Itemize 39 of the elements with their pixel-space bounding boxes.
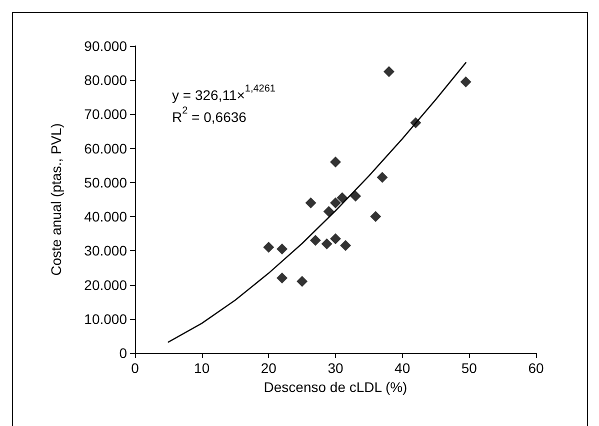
y-tick-label: 60.000 <box>84 140 128 156</box>
point <box>340 240 352 252</box>
y-tick-label: 80.000 <box>84 72 128 88</box>
x-tick-label: 20 <box>260 360 277 376</box>
point <box>310 234 321 246</box>
point <box>330 197 341 208</box>
point <box>410 117 422 128</box>
line-series <box>168 62 466 343</box>
point <box>323 206 334 217</box>
point <box>330 233 341 244</box>
x-tick-label: 0 <box>131 360 140 376</box>
y-tick-label: 90.000 <box>84 38 128 54</box>
point <box>376 172 388 183</box>
point <box>296 276 308 287</box>
x-tick-label: 30 <box>328 360 344 376</box>
x-tick-label: 10 <box>194 360 210 376</box>
y-axis-title: Coste anual (ptas., PVL) <box>48 123 64 276</box>
y-tick-label: 10.000 <box>84 310 128 327</box>
point <box>370 211 382 222</box>
x-tick-label: 50 <box>461 360 478 376</box>
point <box>336 192 348 204</box>
point <box>276 243 288 254</box>
y-tick-label: 30.000 <box>84 242 128 259</box>
point <box>330 156 341 168</box>
x-tick-label: 40 <box>394 360 410 376</box>
y-tick-label: 0 <box>119 345 128 361</box>
y-tick-label: 20.000 <box>84 276 128 293</box>
y-tick-label: 70.000 <box>84 106 128 122</box>
y-tick-label: 40.000 <box>84 208 128 225</box>
point <box>350 190 362 202</box>
point <box>383 66 394 78</box>
point <box>321 238 332 250</box>
point <box>460 76 472 88</box>
point <box>305 197 316 208</box>
point <box>263 242 274 253</box>
y-tick-label: 50.000 <box>84 174 128 190</box>
x-axis-title: Descenso de cLDL (%) <box>264 378 408 395</box>
x-tick-label: 60 <box>528 360 544 376</box>
point <box>276 272 288 284</box>
